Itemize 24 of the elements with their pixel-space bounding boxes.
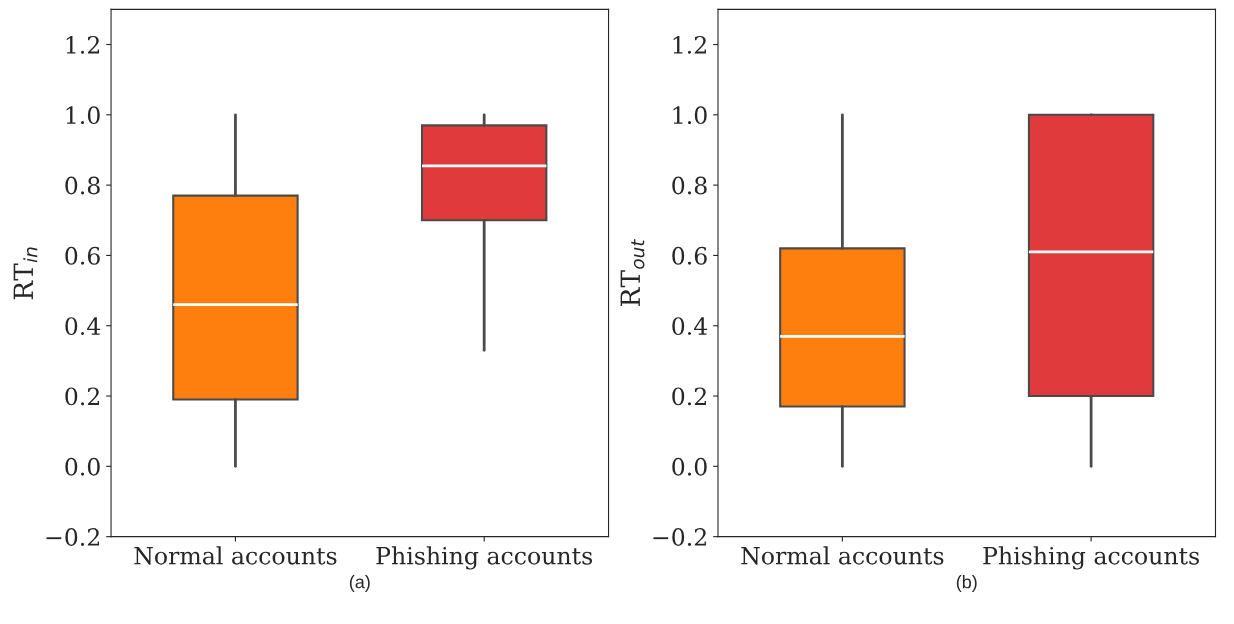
y-tick-label: 0.2 — [672, 387, 706, 406]
y-tick-label: 0.0 — [65, 457, 100, 476]
x-tick-label: Normal accounts — [741, 546, 944, 565]
y-tick-label: 1.0 — [673, 106, 707, 125]
x-axis-title: (b) — [956, 575, 977, 592]
x-tick-label: Phishing accounts — [983, 546, 1199, 570]
y-tick-label: 0.6 — [672, 246, 707, 265]
y-tick-label: 0.6 — [65, 246, 100, 265]
y-tick-label: 1.2 — [673, 35, 706, 54]
y-tick-label: 0.4 — [65, 317, 101, 336]
y-tick-label: 0.0 — [672, 457, 707, 476]
y-tick-label: 0.4 — [672, 317, 708, 336]
y-axis-title: RT$_{out}$ — [620, 238, 645, 306]
x-axis-title: (a) — [349, 575, 370, 592]
y-tick-label: 0.2 — [65, 387, 100, 406]
y-tick-label: −0.2 — [46, 528, 100, 546]
y-tick-label: 0.8 — [672, 176, 707, 195]
y-tick-label: 0.8 — [65, 176, 100, 195]
x-tick-label: Phishing accounts — [376, 546, 593, 570]
y-tick-label: −0.2 — [653, 528, 706, 546]
y-tick-label: 1.2 — [66, 35, 100, 54]
y-tick-label: 1.0 — [66, 106, 100, 125]
x-tick-label: Normal accounts — [134, 546, 337, 565]
y-axis-title: RT$_{in}$ — [13, 247, 38, 300]
